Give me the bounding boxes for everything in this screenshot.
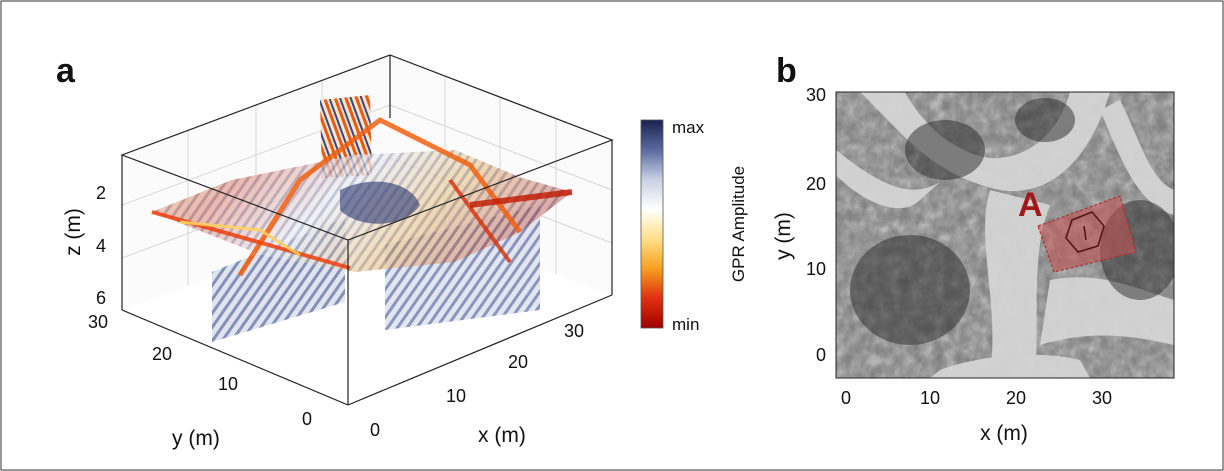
y-axis-label: y (m) [772,212,795,260]
y-tick-label: 20 [152,344,172,364]
x-tick-label: 0 [841,388,851,408]
z-tick-label: 4 [96,236,106,256]
y-tick-label: 30 [806,85,826,105]
photo-frame [835,91,1175,379]
region-a: A [1018,186,1137,273]
x-tick-label: 10 [920,388,940,408]
colorbar-label: GPR Amplitude [729,166,748,282]
y-tick-label: 0 [816,345,826,365]
x-tick-label: 0 [370,420,380,440]
y-tick-label: 10 [218,374,238,394]
x-axis-b: 0 10 20 30 x (m) [841,388,1112,445]
panel-b: b A [772,52,1175,445]
y-tick-label: 30 [88,312,108,332]
panel-letter-a: a [56,52,76,90]
panel-letter-b: b [776,52,797,90]
y-tick-label: 20 [806,174,826,194]
z-tick-label: 6 [96,288,106,308]
y-tick-label: 10 [806,259,826,279]
x-tick-label: 20 [1006,388,1026,408]
x-tick-label: 30 [564,321,584,341]
colorbar-bar [640,119,664,329]
x-axis-label: x (m) [478,424,526,447]
z-axis-label: z (m) [62,208,85,256]
panel-a: a [56,52,614,450]
z-axis: 2 4 6 z (m) [62,183,106,308]
x-axis-label: x (m) [980,422,1028,445]
x-axis-3d: 0 10 20 30 x (m) [370,321,584,447]
3d-box-edges [120,54,614,406]
y-axis-3d: 0 10 20 30 y (m) [88,312,312,450]
gpr-slices [151,95,573,342]
colorbar-max-label: max [672,118,705,137]
region-a-label: A [1018,186,1043,224]
colorbar-min-label: min [672,315,699,334]
x-tick-label: 20 [508,352,528,372]
z-tick-label: 2 [96,183,106,203]
x-tick-label: 30 [1092,388,1112,408]
y-tick-label: 0 [302,409,312,429]
y-axis-b: 30 20 10 0 y (m) [772,85,826,365]
colorbar: max min GPR Amplitude [640,118,748,334]
x-tick-label: 10 [446,386,466,406]
y-axis-label: y (m) [172,427,220,450]
